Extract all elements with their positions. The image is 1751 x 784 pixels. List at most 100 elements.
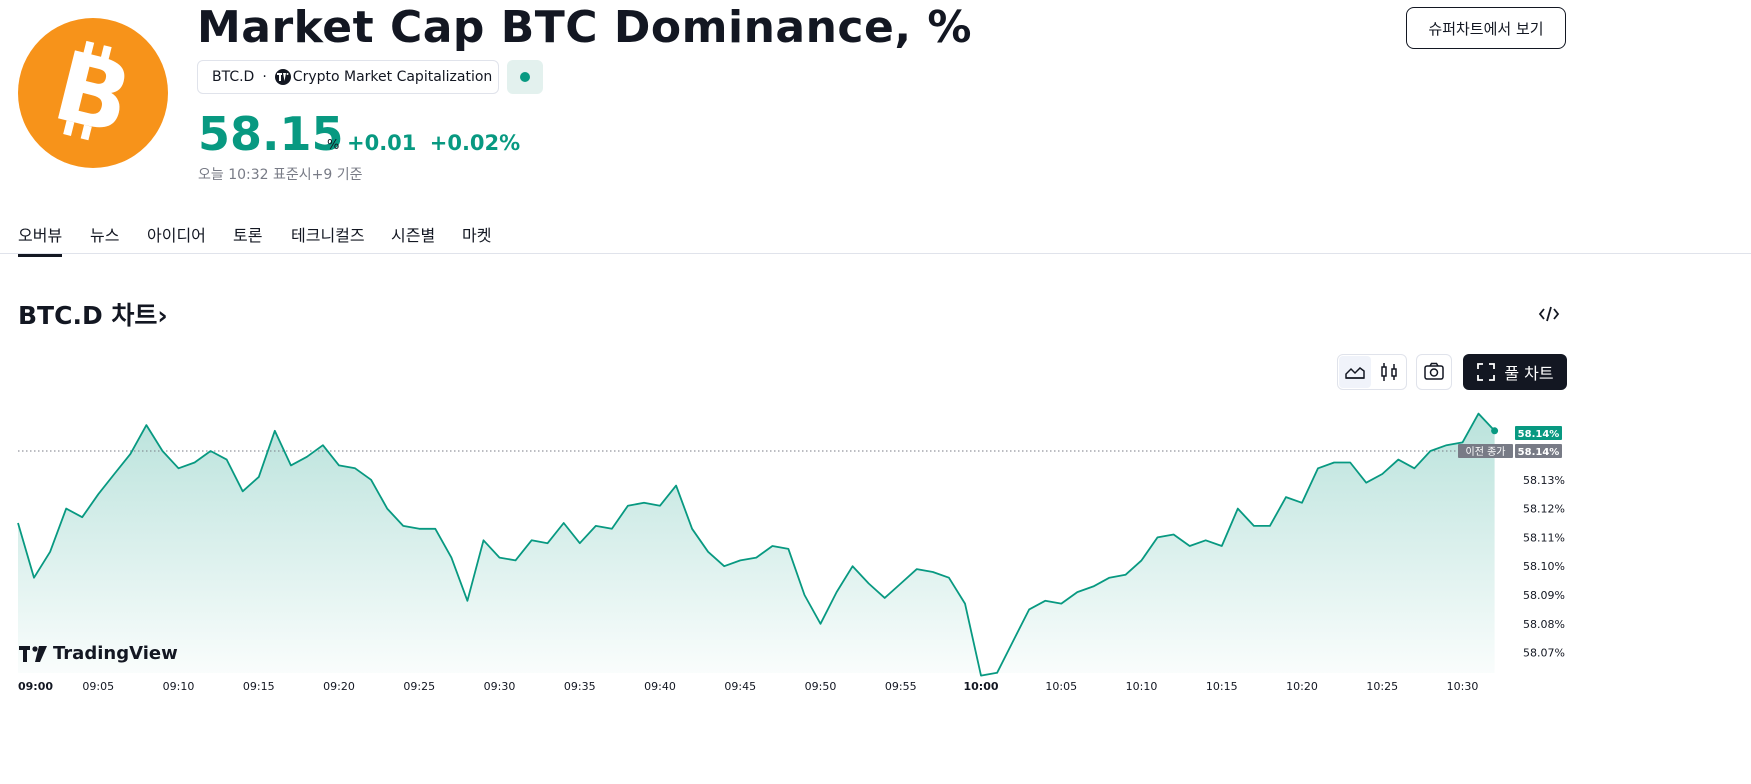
data-point <box>498 556 501 559</box>
x-axis-tick-label: 09:05 <box>82 680 114 693</box>
data-point <box>530 539 533 542</box>
previous-close-value-badge <box>1515 444 1562 458</box>
data-point <box>193 461 196 464</box>
data-point <box>129 453 132 456</box>
open-supercharts-button[interactable]: 슈퍼차트에서 보기 <box>1406 7 1566 49</box>
data-point <box>546 542 549 545</box>
data-point <box>225 458 228 461</box>
tab-bar: 오버뷰 뉴스 아이디어 토론 테크니컬즈 시즌별 마켓 <box>0 214 1751 257</box>
area-chart-icon[interactable] <box>1339 356 1371 388</box>
data-point <box>1092 585 1095 588</box>
y-axis-tick-label: 58.10% <box>1523 560 1565 573</box>
data-point <box>33 576 36 579</box>
data-point <box>915 568 918 571</box>
data-point <box>1188 545 1191 548</box>
data-point <box>1317 467 1320 470</box>
bitcoin-logo: B <box>18 18 168 168</box>
data-point <box>273 429 276 432</box>
data-point <box>1060 602 1063 605</box>
symbol-label: BTC.D <box>212 69 255 85</box>
price-unit: % <box>327 138 340 153</box>
data-point <box>161 450 164 453</box>
camera-icon[interactable] <box>1416 354 1452 390</box>
full-chart-button[interactable]: 풀 차트 <box>1463 354 1567 390</box>
separator: · <box>262 69 267 85</box>
data-point <box>755 556 758 559</box>
tradingview-logo-icon <box>19 645 47 662</box>
data-point <box>257 476 260 479</box>
fullscreen-icon <box>1477 363 1496 381</box>
x-axis-tick-label: 10:30 <box>1447 680 1479 693</box>
data-point <box>1397 458 1400 461</box>
data-point <box>803 594 806 597</box>
data-point <box>241 490 244 493</box>
data-point <box>594 525 597 528</box>
data-point <box>883 597 886 600</box>
data-point <box>980 674 983 677</box>
data-point <box>835 591 838 594</box>
data-point <box>113 473 116 476</box>
data-point <box>1204 539 1207 542</box>
data-point <box>466 599 469 602</box>
tab-news[interactable]: 뉴스 <box>90 226 120 245</box>
last-value-badge <box>1515 426 1562 440</box>
full-chart-label: 풀 차트 <box>1504 364 1554 383</box>
data-point <box>1285 496 1288 499</box>
data-point <box>1349 461 1352 464</box>
data-point <box>1028 608 1031 611</box>
tradingview-wordmark: TradingView <box>53 643 178 664</box>
code-embed-icon[interactable] <box>1538 304 1560 328</box>
data-point <box>1156 536 1159 539</box>
data-point <box>1445 444 1448 447</box>
tab-seasonals[interactable]: 시즌별 <box>391 226 436 245</box>
data-point <box>627 504 630 507</box>
data-point <box>482 539 485 542</box>
data-point <box>948 576 951 579</box>
tradingview-mini-icon <box>274 69 291 85</box>
x-axis-tick-label: 09:20 <box>323 680 355 693</box>
bitcoin-icon: B <box>44 30 142 156</box>
data-point <box>1124 573 1127 576</box>
symbol-chip[interactable]: BTC.D · Crypto Market Capitalization <box>197 60 499 94</box>
data-point <box>643 501 646 504</box>
data-point <box>306 455 309 458</box>
data-point <box>402 525 405 528</box>
data-point <box>370 478 373 481</box>
data-point <box>819 622 822 625</box>
x-axis-tick-label: 09:55 <box>885 680 917 693</box>
data-point <box>1236 507 1239 510</box>
data-point <box>49 550 52 553</box>
data-point <box>1461 441 1464 444</box>
data-point <box>1477 412 1480 415</box>
data-point <box>787 548 790 551</box>
market-status-indicator[interactable] <box>507 60 543 94</box>
chart-area-fill <box>18 413 1495 676</box>
chart-series-line <box>17 412 1496 677</box>
change-percent: +0.02% <box>429 131 521 155</box>
data-point <box>1301 501 1304 504</box>
data-point <box>1253 525 1256 528</box>
tab-technicals[interactable]: 테크니컬즈 <box>291 226 365 245</box>
data-point <box>1413 467 1416 470</box>
data-point <box>354 467 357 470</box>
data-point <box>386 507 389 510</box>
data-point <box>290 464 293 467</box>
data-point <box>1012 640 1015 643</box>
x-axis-tick-label: 10:10 <box>1126 680 1158 693</box>
tradingview-logo[interactable]: TradingView <box>19 643 178 664</box>
tab-ideas[interactable]: 아이디어 <box>147 226 206 245</box>
data-point <box>1333 461 1336 464</box>
data-point <box>434 527 437 530</box>
candlestick-icon[interactable] <box>1373 356 1405 388</box>
data-point <box>338 464 341 467</box>
tab-markets[interactable]: 마켓 <box>462 226 492 245</box>
data-point <box>659 504 662 507</box>
chart-section-title[interactable]: BTC.D 차트› <box>18 296 168 332</box>
data-point <box>209 450 212 453</box>
data-point <box>450 556 453 559</box>
x-axis-tick-label: 10:20 <box>1286 680 1318 693</box>
tab-discussion[interactable]: 토론 <box>233 226 263 245</box>
data-point <box>771 545 774 548</box>
price-chart[interactable]: 58.13% 58.12% 58.11% 58.10% 58.09% 58.08% 58.0… <box>0 395 1751 700</box>
tab-overview[interactable]: 오버뷰 <box>18 222 63 257</box>
